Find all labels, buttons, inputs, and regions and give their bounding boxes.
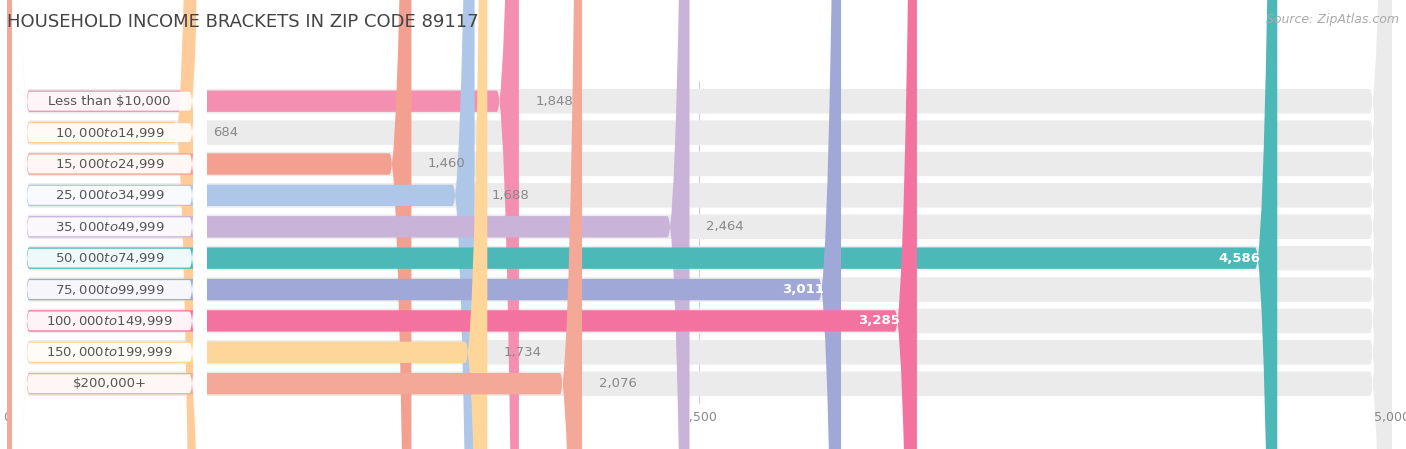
Text: 3,011: 3,011 bbox=[783, 283, 824, 296]
Text: $50,000 to $74,999: $50,000 to $74,999 bbox=[55, 251, 165, 265]
Text: 1,460: 1,460 bbox=[427, 158, 465, 171]
FancyBboxPatch shape bbox=[13, 0, 207, 449]
FancyBboxPatch shape bbox=[7, 0, 1392, 449]
FancyBboxPatch shape bbox=[7, 0, 488, 449]
Text: Source: ZipAtlas.com: Source: ZipAtlas.com bbox=[1265, 13, 1399, 26]
Text: 4,586: 4,586 bbox=[1219, 251, 1261, 264]
FancyBboxPatch shape bbox=[13, 0, 207, 449]
FancyBboxPatch shape bbox=[7, 0, 1392, 449]
Text: $25,000 to $34,999: $25,000 to $34,999 bbox=[55, 189, 165, 202]
FancyBboxPatch shape bbox=[7, 0, 689, 449]
Text: HOUSEHOLD INCOME BRACKETS IN ZIP CODE 89117: HOUSEHOLD INCOME BRACKETS IN ZIP CODE 89… bbox=[7, 13, 478, 31]
FancyBboxPatch shape bbox=[7, 0, 1392, 449]
Text: 2,076: 2,076 bbox=[599, 377, 637, 390]
FancyBboxPatch shape bbox=[7, 0, 519, 449]
FancyBboxPatch shape bbox=[13, 0, 207, 449]
Text: 1,848: 1,848 bbox=[536, 95, 574, 108]
FancyBboxPatch shape bbox=[13, 0, 207, 449]
FancyBboxPatch shape bbox=[7, 0, 1392, 449]
FancyBboxPatch shape bbox=[7, 0, 1392, 449]
FancyBboxPatch shape bbox=[7, 0, 582, 449]
FancyBboxPatch shape bbox=[13, 0, 207, 449]
Text: 1,688: 1,688 bbox=[491, 189, 529, 202]
Text: $10,000 to $14,999: $10,000 to $14,999 bbox=[55, 126, 165, 140]
FancyBboxPatch shape bbox=[13, 0, 207, 449]
FancyBboxPatch shape bbox=[13, 0, 207, 449]
FancyBboxPatch shape bbox=[7, 0, 197, 449]
Text: 1,734: 1,734 bbox=[503, 346, 541, 359]
FancyBboxPatch shape bbox=[13, 0, 207, 449]
FancyBboxPatch shape bbox=[7, 0, 917, 449]
FancyBboxPatch shape bbox=[7, 0, 1392, 449]
Text: 3,285: 3,285 bbox=[859, 314, 900, 327]
FancyBboxPatch shape bbox=[13, 0, 207, 449]
FancyBboxPatch shape bbox=[7, 0, 1392, 449]
Text: $200,000+: $200,000+ bbox=[73, 377, 146, 390]
FancyBboxPatch shape bbox=[7, 0, 1392, 449]
FancyBboxPatch shape bbox=[7, 0, 1392, 449]
Text: $15,000 to $24,999: $15,000 to $24,999 bbox=[55, 157, 165, 171]
Text: Less than $10,000: Less than $10,000 bbox=[48, 95, 170, 108]
FancyBboxPatch shape bbox=[7, 0, 1277, 449]
Text: $35,000 to $49,999: $35,000 to $49,999 bbox=[55, 220, 165, 234]
Text: $75,000 to $99,999: $75,000 to $99,999 bbox=[55, 282, 165, 296]
Text: 2,464: 2,464 bbox=[706, 220, 744, 233]
FancyBboxPatch shape bbox=[7, 0, 412, 449]
Text: 684: 684 bbox=[214, 126, 238, 139]
FancyBboxPatch shape bbox=[7, 0, 1392, 449]
FancyBboxPatch shape bbox=[7, 0, 841, 449]
FancyBboxPatch shape bbox=[7, 0, 475, 449]
Text: $100,000 to $149,999: $100,000 to $149,999 bbox=[46, 314, 173, 328]
Text: $150,000 to $199,999: $150,000 to $199,999 bbox=[46, 345, 173, 359]
FancyBboxPatch shape bbox=[13, 0, 207, 449]
